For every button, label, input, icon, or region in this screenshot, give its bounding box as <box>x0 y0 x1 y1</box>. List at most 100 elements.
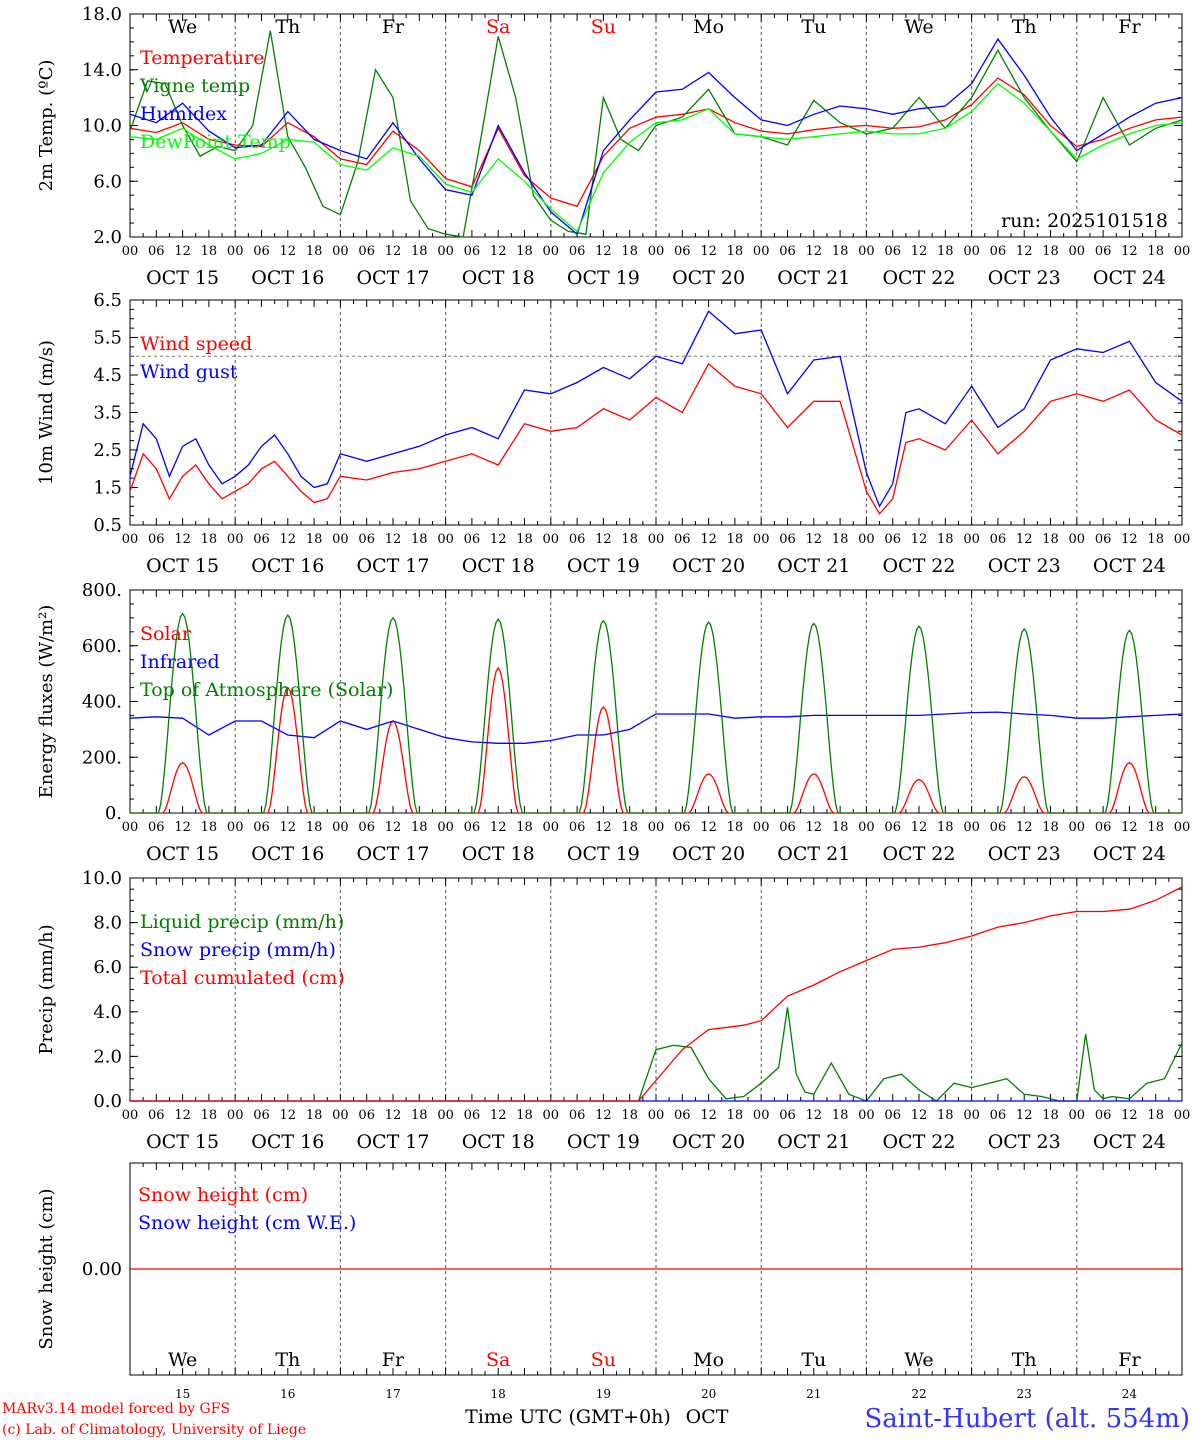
day-number-label: 18 <box>491 1387 506 1401</box>
hour-label: 12 <box>280 532 297 547</box>
weekday-label: Fr <box>382 16 405 38</box>
date-label: OCT 15 <box>146 843 219 865</box>
hour-label: 00 <box>122 244 139 259</box>
date-label: OCT 15 <box>146 555 219 577</box>
date-label: OCT 16 <box>251 843 324 865</box>
y-tick-label: 400. <box>82 692 122 713</box>
date-label: OCT 19 <box>567 1131 640 1153</box>
hour-label: 06 <box>464 244 481 259</box>
y-tick-label: 6.0 <box>93 171 122 192</box>
hour-label: 00 <box>858 1108 875 1123</box>
hour-label: 00 <box>963 532 980 547</box>
hour-label: 18 <box>621 532 638 547</box>
day-number-label: 16 <box>280 1387 295 1401</box>
hour-label: 12 <box>490 1108 507 1123</box>
date-label: OCT 23 <box>988 843 1061 865</box>
date-label: OCT 21 <box>777 1131 850 1153</box>
hour-label: 00 <box>858 820 875 835</box>
hour-label: 00 <box>437 532 454 547</box>
hour-label: 00 <box>227 532 244 547</box>
date-label: OCT 18 <box>462 1131 535 1153</box>
hour-label: 18 <box>201 532 218 547</box>
y-tick-label: 4.0 <box>93 1002 122 1023</box>
y-tick-label: 2.0 <box>93 1046 122 1067</box>
y-axis-label: 10m Wind (m/s) <box>36 340 57 485</box>
hour-label: 06 <box>148 532 165 547</box>
hour-label: 12 <box>174 244 191 259</box>
hour-label: 00 <box>543 820 560 835</box>
hour-label: 18 <box>832 532 849 547</box>
hour-label: 06 <box>148 1108 165 1123</box>
date-label: OCT 18 <box>462 843 535 865</box>
hour-label: 00 <box>332 1108 349 1123</box>
date-label: OCT 16 <box>251 267 324 289</box>
hour-label: 18 <box>411 532 428 547</box>
y-tick-label: 0.00 <box>82 1259 122 1280</box>
hour-label: 18 <box>1147 1108 1164 1123</box>
series-line-top-of-atmosphere-solar- <box>130 612 1182 814</box>
hour-label: 18 <box>832 820 849 835</box>
weekday-label: Fr <box>382 1349 405 1371</box>
date-label: OCT 24 <box>1093 843 1166 865</box>
model-credit: MARv3.14 model forced by GFS <box>2 1401 230 1417</box>
series-line-infrared <box>129 711 1183 744</box>
hour-label: 06 <box>990 1108 1007 1123</box>
hour-label: 06 <box>358 244 375 259</box>
legend-entry: Snow precip (mm/h) <box>140 939 336 961</box>
weekday-label: Sa <box>486 1349 510 1371</box>
hour-label: 12 <box>490 820 507 835</box>
hour-label: 18 <box>832 244 849 259</box>
date-label: OCT 22 <box>882 555 955 577</box>
date-label: OCT 19 <box>567 843 640 865</box>
legend-entry: Total cumulated (cm) <box>140 967 345 989</box>
hour-label: 06 <box>674 532 691 547</box>
hour-label: 18 <box>306 1108 323 1123</box>
hour-label: 00 <box>753 244 770 259</box>
hour-label: 06 <box>779 532 796 547</box>
date-label: OCT 19 <box>567 267 640 289</box>
hour-label: 00 <box>227 244 244 259</box>
weekday-label: We <box>168 16 197 38</box>
day-number-label: 15 <box>175 1387 190 1401</box>
hour-label: 12 <box>385 532 402 547</box>
weekday-label: Fr <box>1118 16 1141 38</box>
hour-label: 00 <box>1069 820 1086 835</box>
y-axis-label: Snow height (cm) <box>36 1188 57 1349</box>
hour-label: 12 <box>806 244 823 259</box>
hour-label: 18 <box>201 820 218 835</box>
y-tick-label: 18.0 <box>82 4 122 25</box>
hour-label: 18 <box>1147 244 1164 259</box>
date-label: OCT 17 <box>356 1131 429 1153</box>
legend-entry: Humidex <box>140 103 227 125</box>
day-number-label: 24 <box>1122 1387 1138 1401</box>
hour-label: 06 <box>884 1108 901 1123</box>
hour-label: 12 <box>1016 820 1033 835</box>
y-tick-label: 10.0 <box>82 116 122 137</box>
hour-label: 00 <box>753 820 770 835</box>
hour-label: 12 <box>385 244 402 259</box>
hour-label: 12 <box>911 244 928 259</box>
legend-entry: Wind gust <box>140 361 238 383</box>
series-line-total-cumulated-cm- <box>130 886 1183 1102</box>
hour-label: 18 <box>727 244 744 259</box>
hour-label: 06 <box>990 532 1007 547</box>
series-line-vigne-temp <box>129 30 1183 238</box>
legend-entry: Snow height (cm W.E.) <box>138 1212 356 1234</box>
series-line-wind-gust <box>129 310 1183 508</box>
legend-entry: Vigne temp <box>139 75 250 97</box>
hour-label: 06 <box>779 1108 796 1123</box>
hour-label: 06 <box>674 244 691 259</box>
hour-label: 06 <box>884 532 901 547</box>
hour-label: 18 <box>201 244 218 259</box>
date-label: OCT 17 <box>356 267 429 289</box>
y-tick-label: 600. <box>82 636 122 657</box>
legend-entry: Infrared <box>140 651 220 673</box>
hour-label: 12 <box>280 1108 297 1123</box>
date-label: OCT 20 <box>672 1131 745 1153</box>
weekday-label: Sa <box>486 16 510 38</box>
hour-label: 06 <box>253 244 270 259</box>
x-axis-title: Time UTC (GMT+0h) <box>465 1406 671 1428</box>
hour-label: 18 <box>621 1108 638 1123</box>
hour-label: 18 <box>727 532 744 547</box>
lab-credit: (c) Lab. of Climatology, University of L… <box>2 1422 306 1438</box>
